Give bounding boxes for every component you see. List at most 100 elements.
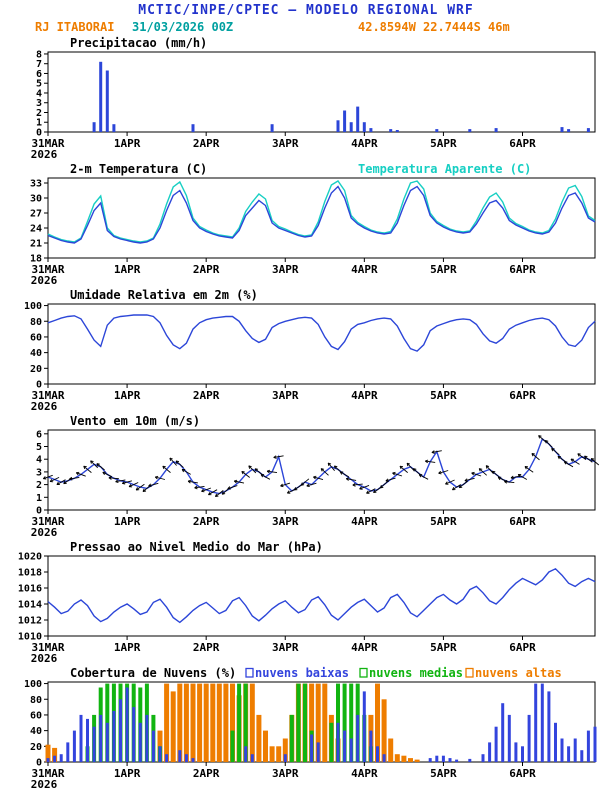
nuvens-baixas-bar	[435, 755, 439, 762]
nuvens-baixas-bar	[125, 687, 129, 762]
nuvens-baixas-bar	[99, 714, 103, 762]
wind-barb	[492, 470, 501, 479]
nuvens-medias-bar	[243, 683, 248, 762]
y-tick-label: 7	[36, 59, 42, 70]
wind-barb	[148, 482, 159, 487]
y-tick-label: 5	[36, 442, 42, 453]
x-tick-label: 1APR	[114, 515, 141, 528]
y-tick-label: 80	[30, 317, 42, 328]
nuvens-baixas-bar	[540, 683, 544, 762]
nuvens-baixas-bar	[184, 754, 188, 762]
nuvens-baixas-bar	[105, 722, 109, 762]
wind-barb-head	[273, 455, 277, 458]
y-tick-label: 1018	[18, 568, 42, 579]
wind-barb-head	[69, 476, 73, 480]
nuvens-altas-bar	[157, 730, 163, 762]
nuvens-baixas-bar	[488, 742, 492, 762]
nuvens-baixas-bar	[567, 746, 571, 762]
y-tick-label: 33	[30, 179, 42, 190]
wind-barb-head	[162, 465, 166, 468]
nuvens-altas-bar	[216, 683, 222, 762]
temperatura-line	[47, 185, 596, 244]
wind-barb	[162, 465, 171, 473]
precipitacao-bar	[270, 124, 274, 132]
y-tick-label: 1016	[18, 584, 42, 595]
wind-barb-head	[510, 475, 514, 479]
wind-barb	[267, 470, 278, 474]
wind-barb	[181, 469, 191, 475]
precipitacao-bar	[349, 122, 353, 132]
x-tick-label: 3APR	[272, 767, 299, 780]
wind-barb-head	[591, 458, 595, 460]
wind-barb	[313, 476, 324, 481]
nuvens-baixas-bar	[86, 718, 89, 762]
wind-barb-head	[194, 485, 198, 489]
x-tick-label: 5APR	[430, 515, 457, 528]
nuvens-baixas-bar	[310, 734, 314, 762]
y-tick-label: 100	[24, 679, 42, 690]
plot-frame	[47, 429, 596, 511]
legend-label: Temperatura Aparente (C)	[358, 162, 531, 176]
nuvens-baixas-bar	[72, 730, 76, 762]
nuvens-altas-bar	[197, 683, 203, 762]
precipitacao-bar	[336, 120, 340, 132]
wind-barb	[366, 488, 376, 494]
wind-barb-head	[96, 463, 100, 465]
y-tick-label: 3	[36, 467, 42, 478]
wind-barb	[380, 480, 389, 489]
nuvens-altas-bar	[408, 758, 413, 762]
wind-barb	[102, 471, 112, 478]
x-tick-label: 5APR	[430, 767, 457, 780]
wind-barb	[570, 458, 580, 465]
nuvens-medias-bar	[336, 683, 340, 762]
nuvens-medias-bar	[296, 683, 301, 762]
wind-barb	[234, 480, 245, 484]
nuvens-baixas-bar	[165, 754, 169, 762]
nuvens-medias-bar	[105, 683, 110, 762]
nuvens-altas-bar	[394, 754, 400, 762]
wind-barb	[43, 474, 53, 480]
nuvens-altas-bar	[309, 683, 315, 762]
nuvens-baixas-bar	[112, 711, 116, 762]
wind-barb-head	[385, 478, 389, 482]
x-tick-label: 1APR	[114, 641, 141, 654]
nuvens-altas-bar	[170, 691, 176, 762]
nuvens-baixas-bar	[158, 746, 162, 762]
wind-barb-head	[148, 483, 152, 487]
wind-barb-head	[115, 479, 119, 483]
plot-frame	[47, 681, 596, 763]
wind-barb-head	[286, 490, 290, 494]
wind-barb	[517, 474, 528, 480]
nuvens-baixas-bar	[521, 746, 524, 762]
wind-barb	[577, 453, 587, 460]
x-year-label: 2026	[31, 274, 58, 287]
wind-barb	[392, 472, 403, 477]
panel-title: Cobertura de Nuvens (%)	[70, 666, 236, 680]
wind-barb-head	[313, 475, 317, 478]
wind-barb-head	[479, 468, 483, 470]
wind-barb	[300, 478, 310, 486]
wind-barb	[584, 455, 593, 463]
nuvens-baixas-bar	[283, 754, 287, 762]
nuvens-baixas-bar	[376, 746, 379, 762]
wind-barb-head	[531, 453, 535, 455]
nuvens-medias-bar	[230, 730, 235, 762]
x-tick-label: 4APR	[351, 137, 378, 150]
x-tick-label: 1APR	[114, 767, 141, 780]
wind-barb-head	[227, 486, 231, 490]
wind-barb-head	[584, 455, 588, 458]
nuvens-baixas-bar	[514, 742, 518, 762]
wind-barb	[557, 455, 567, 463]
nuvens-medias-bar	[237, 683, 242, 762]
wind-barb-head	[56, 481, 59, 485]
wind-barb-head	[241, 470, 245, 473]
wind-barb	[115, 479, 126, 483]
umidade-relativa-line	[47, 314, 596, 352]
wind-barb	[227, 485, 238, 490]
wind-barb	[471, 472, 482, 477]
x-year-label: 2026	[31, 526, 58, 539]
precipitacao-bar	[356, 106, 360, 132]
